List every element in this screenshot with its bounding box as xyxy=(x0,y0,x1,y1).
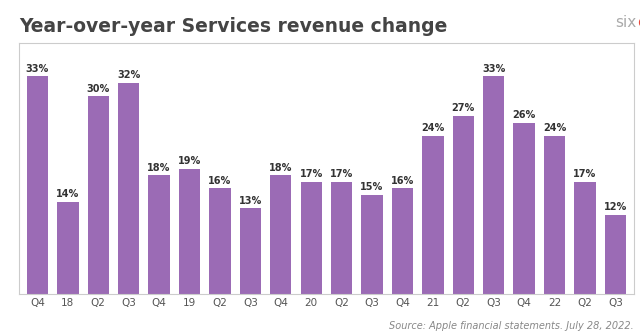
Text: 16%: 16% xyxy=(391,176,414,186)
Bar xyxy=(452,116,474,294)
Bar xyxy=(240,208,261,294)
Text: 19%: 19% xyxy=(178,156,201,166)
Text: six: six xyxy=(616,15,637,30)
Text: 17%: 17% xyxy=(330,169,353,179)
Text: 15%: 15% xyxy=(360,182,383,192)
Text: 18%: 18% xyxy=(147,163,171,173)
Bar xyxy=(422,136,444,294)
Bar xyxy=(574,182,596,294)
Text: c: c xyxy=(637,15,640,30)
Bar xyxy=(270,175,291,294)
Text: 33%: 33% xyxy=(26,64,49,74)
Bar xyxy=(392,188,413,294)
Bar xyxy=(483,76,504,294)
Text: 24%: 24% xyxy=(543,123,566,133)
Bar xyxy=(118,83,140,294)
Bar xyxy=(544,136,565,294)
Bar xyxy=(362,195,383,294)
Text: 30%: 30% xyxy=(86,84,110,94)
Text: 14%: 14% xyxy=(56,189,79,199)
Bar xyxy=(88,96,109,294)
Text: 26%: 26% xyxy=(513,110,536,120)
Text: Source: Apple financial statements. July 28, 2022.: Source: Apple financial statements. July… xyxy=(389,321,634,331)
Text: 24%: 24% xyxy=(421,123,445,133)
Text: 32%: 32% xyxy=(117,70,140,80)
Text: 17%: 17% xyxy=(300,169,323,179)
Text: 16%: 16% xyxy=(208,176,232,186)
Bar xyxy=(27,76,48,294)
Text: 12%: 12% xyxy=(604,202,627,212)
Text: 18%: 18% xyxy=(269,163,292,173)
Text: 17%: 17% xyxy=(573,169,596,179)
Bar xyxy=(331,182,352,294)
Text: Year-over-year Services revenue change: Year-over-year Services revenue change xyxy=(19,17,447,36)
Bar xyxy=(301,182,322,294)
Text: 27%: 27% xyxy=(452,103,475,113)
Bar xyxy=(209,188,230,294)
Bar xyxy=(513,123,535,294)
Bar xyxy=(148,175,170,294)
Text: 33%: 33% xyxy=(482,64,506,74)
Bar xyxy=(605,215,626,294)
Bar xyxy=(179,169,200,294)
Text: 13%: 13% xyxy=(239,196,262,206)
Bar xyxy=(57,202,79,294)
